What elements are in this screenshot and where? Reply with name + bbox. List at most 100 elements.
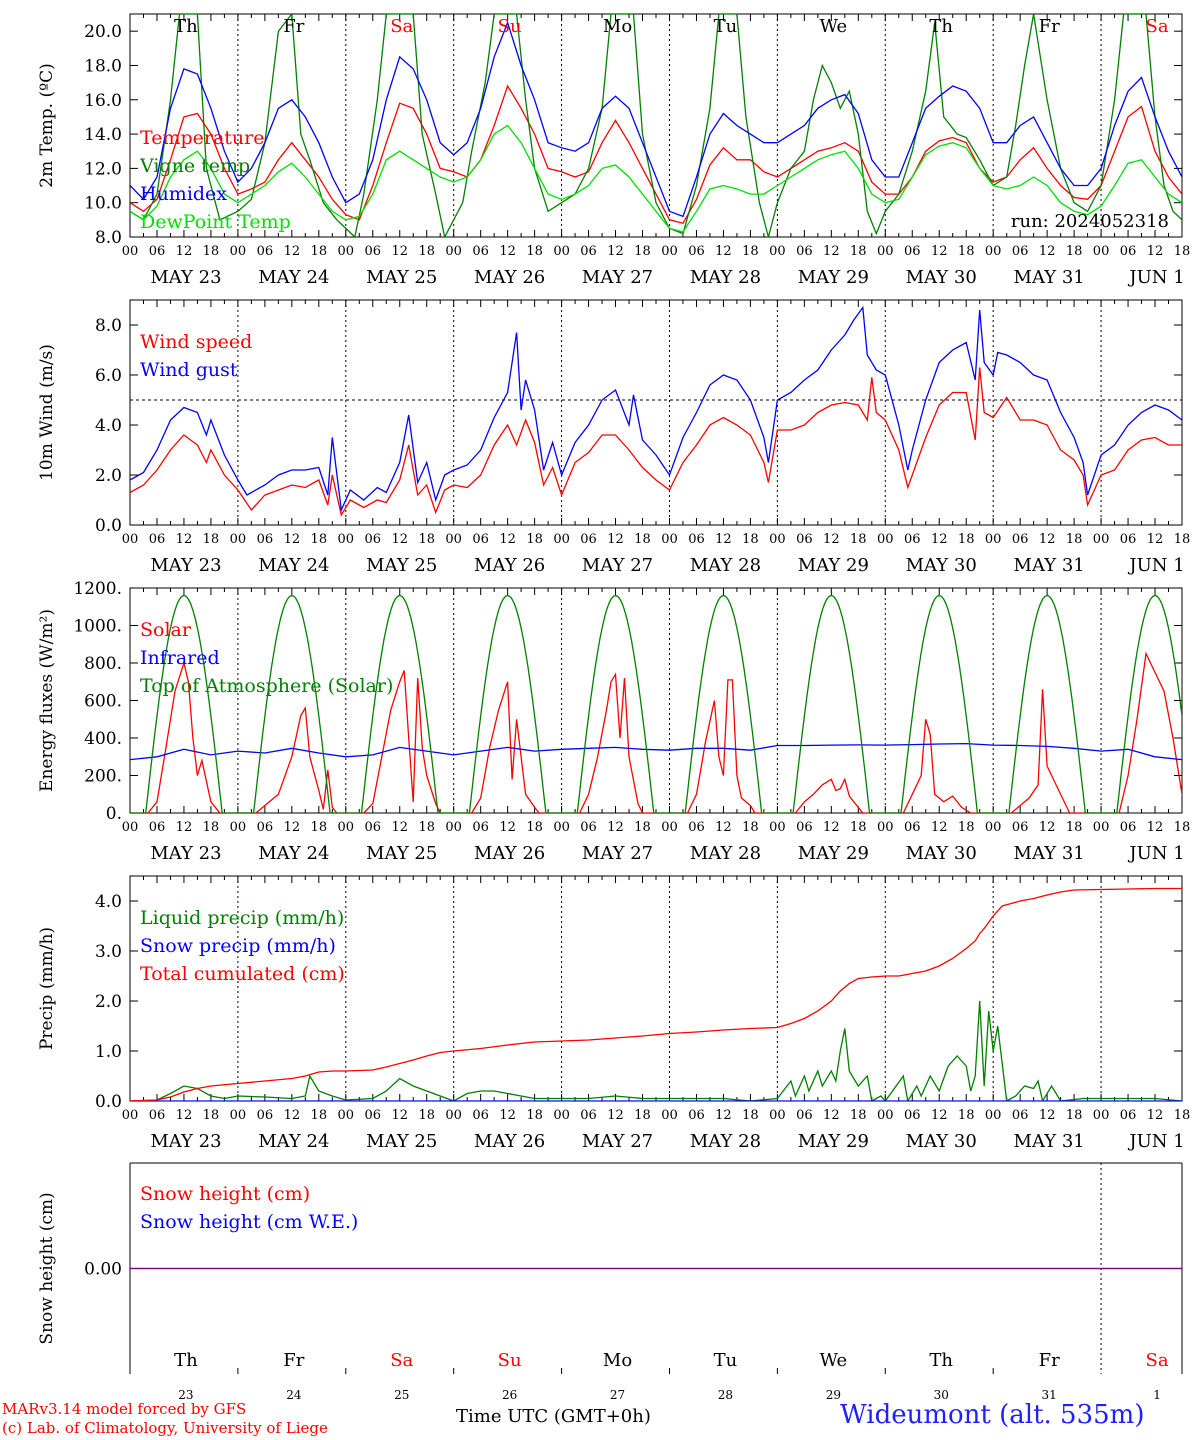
x-hour-tick-label: 12 [715,820,732,835]
x-hour-tick-label: 00 [1093,244,1110,259]
x-hour-tick-label: 00 [877,820,894,835]
x-hour-tick-label: 12 [931,532,948,547]
weekday-label: Sa [1145,1350,1168,1371]
y-axis-label: 2m Temp. (ºC) [37,63,57,188]
date-label: MAY 27 [582,267,653,288]
date-label: MAY 23 [150,555,221,576]
y-tick-label: 200. [84,767,122,787]
x-hour-tick-label: 00 [877,244,894,259]
x-hour-tick-label: 12 [176,244,193,259]
x-hour-tick-label: 00 [985,532,1002,547]
x-hour-tick-label: 06 [1120,532,1137,547]
weekday-label: Tu [714,16,738,37]
series-line [130,20,1182,218]
legend-entry: Vigne temp [139,155,250,177]
x-hour-tick-label: 06 [364,1108,381,1123]
weekday-label: We [819,16,847,37]
date-label: MAY 27 [582,1131,653,1152]
y-tick-label: 800. [84,654,122,674]
legend-entry: Snow precip (mm/h) [140,935,336,957]
x-hour-tick-label: 00 [445,532,462,547]
x-hour-tick-label: 18 [1174,1108,1191,1123]
series-line [130,367,1182,517]
x-hour-tick-label: 12 [176,820,193,835]
x-hour-tick-label: 00 [661,244,678,259]
x-hour-tick-label: 18 [1066,532,1083,547]
x-hour-tick-label: 06 [1120,244,1137,259]
x-hour-tick-label: 00 [230,532,247,547]
x-hour-tick-label: 18 [850,820,867,835]
date-label: MAY 26 [474,555,545,576]
x-hour-tick-label: 12 [823,532,840,547]
x-hour-tick-label: 06 [364,244,381,259]
legend-entry: Humidex [140,183,227,205]
x-hour-tick-label: 18 [1066,1108,1083,1123]
date-label: MAY 26 [474,267,545,288]
date-label: MAY 25 [366,1131,437,1152]
date-label: MAY 28 [690,267,761,288]
x-hour-tick-label: 12 [823,244,840,259]
date-label: MAY 23 [150,267,221,288]
date-label: MAY 23 [150,1131,221,1152]
x-hour-tick-label: 06 [796,532,813,547]
y-tick-label: 0. [106,804,122,824]
x-hour-tick-label: 18 [958,244,975,259]
date-label: JUN 1 [1127,843,1184,864]
x-hour-tick-label: 00 [553,1108,570,1123]
panel-4 [129,875,1183,1102]
day-number-label: 24 [286,1388,302,1402]
date-label: MAY 27 [582,555,653,576]
date-label: MAY 24 [258,843,329,864]
x-hour-tick-label: 18 [742,1108,759,1123]
x-hour-tick-label: 12 [176,532,193,547]
x-hour-tick-label: 00 [985,244,1002,259]
x-hour-tick-label: 00 [1093,532,1110,547]
x-hour-tick-label: 12 [715,1108,732,1123]
day-number-label: 28 [718,1388,733,1402]
x-hour-tick-label: 12 [391,532,408,547]
day-number-label: 26 [502,1388,517,1402]
x-hour-tick-label: 06 [257,820,274,835]
date-label: MAY 28 [690,843,761,864]
x-hour-tick-label: 00 [122,244,139,259]
x-hour-tick-label: 06 [904,244,921,259]
date-label: MAY 30 [906,555,977,576]
date-label: JUN 1 [1127,1131,1184,1152]
x-hour-tick-label: 06 [580,820,597,835]
date-label: MAY 29 [798,843,869,864]
x-hour-tick-label: 00 [1093,1108,1110,1123]
series-line [130,124,1182,233]
x-hour-tick-label: 12 [1147,1108,1164,1123]
date-label: MAY 24 [258,1131,329,1152]
date-label: JUN 1 [1127,267,1184,288]
panel-1 [129,13,1183,238]
x-hour-tick-label: 06 [472,532,489,547]
x-hour-tick-label: 00 [445,820,462,835]
x-axis-title: Time UTC (GMT+0h) [456,1406,651,1427]
date-label: MAY 31 [1014,1131,1085,1152]
x-hour-tick-label: 18 [418,244,435,259]
x-hour-tick-label: 00 [338,244,355,259]
date-label: MAY 31 [1014,843,1085,864]
model-label: MARv3.14 model forced by GFS [2,1400,247,1418]
x-hour-tick-label: 06 [257,1108,274,1123]
x-hour-tick-label: 06 [904,1108,921,1123]
x-hour-tick-label: 06 [472,244,489,259]
x-hour-tick-label: 00 [1093,820,1110,835]
x-hour-tick-label: 18 [311,532,328,547]
panel-2 [129,299,1183,526]
x-hour-tick-label: 06 [688,1108,705,1123]
x-hour-tick-label: 00 [230,820,247,835]
x-hour-tick-label: 06 [688,244,705,259]
x-hour-tick-label: 06 [1012,820,1029,835]
x-hour-tick-label: 06 [149,820,166,835]
x-hour-tick-label: 18 [1066,244,1083,259]
weekday-label: Fr [283,16,304,37]
x-hour-tick-label: 06 [1012,532,1029,547]
x-hour-tick-label: 18 [958,532,975,547]
x-hour-tick-label: 12 [607,820,624,835]
x-hour-tick-label: 18 [418,820,435,835]
day-number-label: 30 [934,1388,949,1402]
x-hour-tick-label: 06 [796,820,813,835]
date-label: MAY 28 [690,1131,761,1152]
